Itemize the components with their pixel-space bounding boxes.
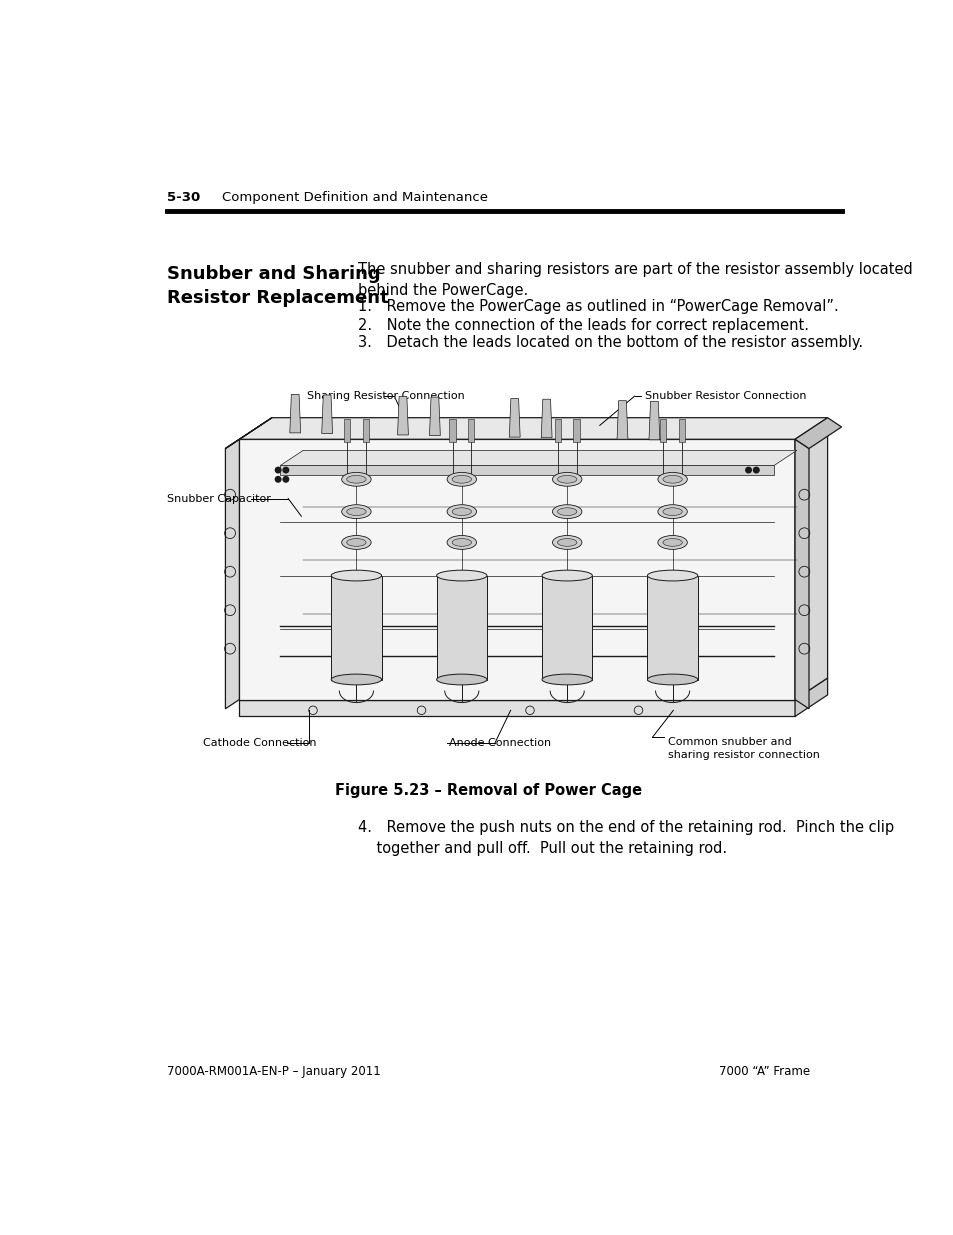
Text: Snubber Capacitor: Snubber Capacitor [167, 494, 271, 504]
Circle shape [744, 467, 751, 473]
Polygon shape [794, 417, 841, 448]
Ellipse shape [341, 472, 371, 487]
Circle shape [282, 467, 289, 473]
Polygon shape [280, 466, 773, 474]
Polygon shape [429, 398, 440, 436]
Ellipse shape [662, 475, 681, 483]
Circle shape [274, 467, 281, 473]
Ellipse shape [346, 508, 366, 515]
Bar [659, 419, 666, 442]
Ellipse shape [557, 475, 577, 483]
Ellipse shape [541, 571, 592, 580]
Ellipse shape [346, 538, 366, 546]
Text: 4. Remove the push nuts on the end of the retaining rod.  Pinch the clip
    tog: 4. Remove the push nuts on the end of th… [357, 820, 893, 856]
Ellipse shape [552, 536, 581, 550]
Bar [541, 576, 592, 679]
Ellipse shape [341, 505, 371, 519]
Bar [362, 419, 369, 442]
Text: Cathode Connection: Cathode Connection [203, 737, 316, 747]
Ellipse shape [331, 571, 381, 580]
Ellipse shape [658, 536, 686, 550]
Polygon shape [290, 394, 300, 433]
Text: Snubber and Sharing
Resistor Replacement: Snubber and Sharing Resistor Replacement [167, 266, 389, 306]
Text: 2. Note the connection of the leads for correct replacement.: 2. Note the connection of the leads for … [357, 317, 808, 332]
Bar [331, 576, 381, 679]
Polygon shape [648, 401, 659, 440]
Circle shape [274, 475, 281, 483]
Polygon shape [239, 417, 827, 440]
Polygon shape [794, 440, 808, 709]
Bar [573, 419, 579, 442]
Ellipse shape [647, 674, 697, 685]
Text: Common snubber and
sharing resistor connection: Common snubber and sharing resistor conn… [667, 737, 819, 761]
Bar [344, 419, 350, 442]
Ellipse shape [647, 571, 697, 580]
Polygon shape [239, 699, 794, 716]
Bar [468, 419, 474, 442]
Polygon shape [794, 417, 827, 699]
Text: 1. Remove the PowerCage as outlined in “PowerCage Removal”.: 1. Remove the PowerCage as outlined in “… [357, 299, 838, 314]
Polygon shape [239, 440, 794, 699]
Text: 3. Detach the leads located on the bottom of the resistor assembly.: 3. Detach the leads located on the botto… [357, 336, 862, 351]
Polygon shape [397, 396, 408, 435]
Text: The snubber and sharing resistors are part of the resistor assembly located
behi: The snubber and sharing resistors are pa… [357, 262, 912, 298]
Text: Figure 5.23 – Removal of Power Cage: Figure 5.23 – Removal of Power Cage [335, 783, 641, 799]
Text: 7000A-RM001A-EN-P – January 2011: 7000A-RM001A-EN-P – January 2011 [167, 1066, 380, 1078]
Ellipse shape [341, 536, 371, 550]
Text: 5-30: 5-30 [167, 191, 200, 205]
Circle shape [282, 475, 289, 483]
Ellipse shape [452, 508, 471, 515]
Ellipse shape [658, 472, 686, 487]
Polygon shape [225, 417, 272, 448]
Polygon shape [540, 399, 552, 437]
Text: Snubber Resistor Connection: Snubber Resistor Connection [644, 391, 805, 401]
Text: Anode Connection: Anode Connection [448, 737, 550, 747]
Ellipse shape [447, 536, 476, 550]
Polygon shape [225, 440, 239, 709]
Ellipse shape [436, 674, 486, 685]
Bar [449, 419, 456, 442]
Ellipse shape [346, 475, 366, 483]
Ellipse shape [557, 538, 577, 546]
Bar [679, 419, 684, 442]
Ellipse shape [552, 505, 581, 519]
Ellipse shape [452, 538, 471, 546]
Ellipse shape [447, 472, 476, 487]
Text: 7000 “A” Frame: 7000 “A” Frame [719, 1066, 810, 1078]
Bar [436, 576, 486, 679]
Ellipse shape [331, 674, 381, 685]
Ellipse shape [662, 538, 681, 546]
Polygon shape [239, 678, 827, 699]
Ellipse shape [541, 674, 592, 685]
Ellipse shape [662, 508, 681, 515]
Polygon shape [280, 451, 796, 466]
Polygon shape [617, 400, 627, 440]
Ellipse shape [436, 571, 486, 580]
Text: Component Definition and Maintenance: Component Definition and Maintenance [221, 191, 487, 205]
Circle shape [752, 467, 759, 473]
Ellipse shape [447, 505, 476, 519]
Bar [647, 576, 697, 679]
Bar [555, 419, 560, 442]
Ellipse shape [452, 475, 471, 483]
Ellipse shape [557, 508, 577, 515]
Polygon shape [794, 678, 827, 716]
Text: Sharing Resistor Connection: Sharing Resistor Connection [307, 391, 464, 401]
Polygon shape [509, 399, 519, 437]
Ellipse shape [658, 505, 686, 519]
Polygon shape [321, 395, 333, 433]
Ellipse shape [552, 472, 581, 487]
